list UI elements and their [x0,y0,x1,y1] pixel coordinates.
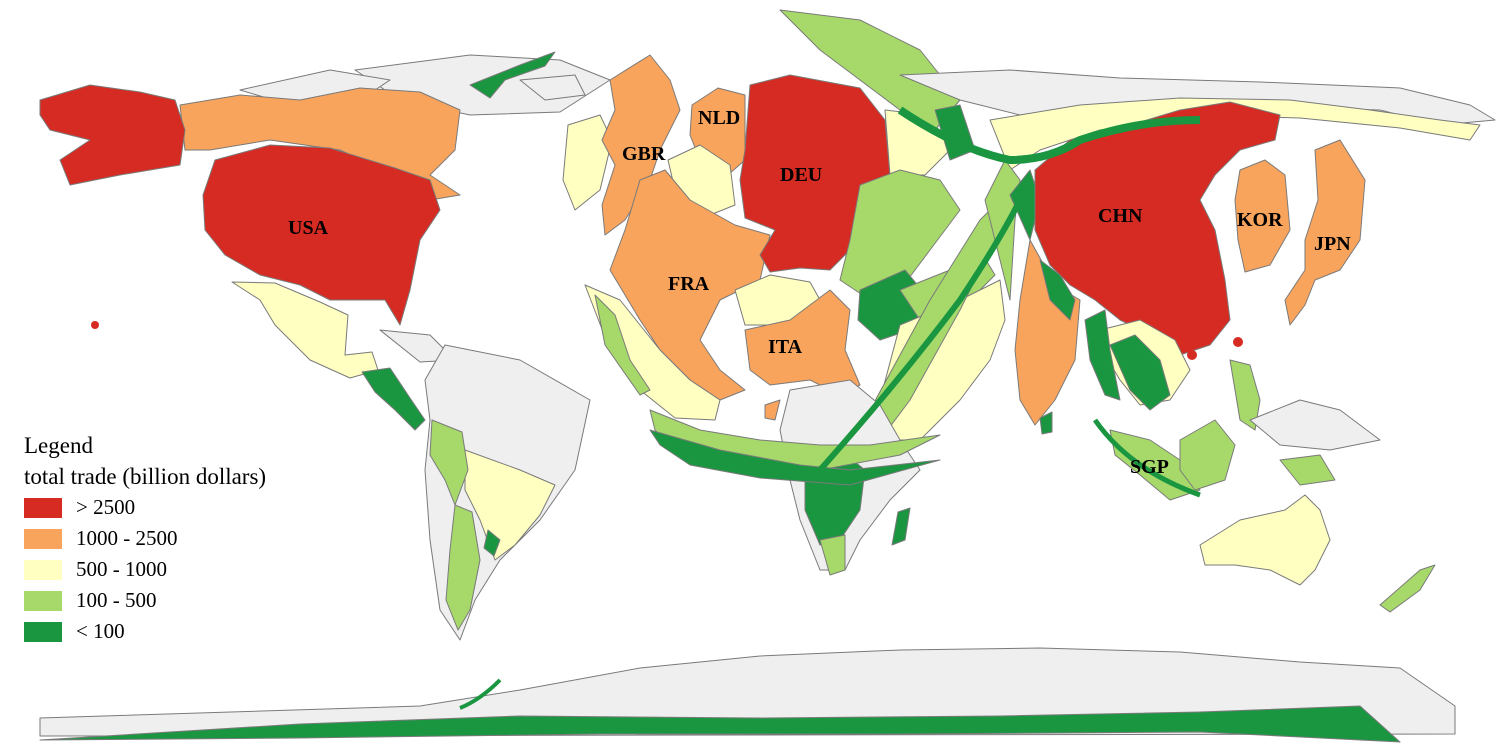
country-ury [483,529,501,557]
label-kor: KOR [1237,209,1283,231]
island-sicily [764,399,781,421]
trade-arc-africa-asia [817,198,1023,472]
country-chl-arg [445,504,481,631]
label-gbr: GBR [622,143,666,165]
country-gbr[interactable] [601,54,681,236]
legend-title: Legend [24,433,93,458]
legend-item: > 2500 [24,492,266,523]
legend-item: 100 - 500 [24,585,266,616]
label-deu: DEU [780,164,822,186]
region-malaysia [1109,429,1201,501]
trade-arc-europe-asia [897,106,1201,165]
trade-arc-south-atlantic [459,678,502,710]
label-sgp: SGP [1130,456,1169,478]
marker-taiwan [1233,337,1243,347]
region-north-africa-green [649,429,941,486]
country-prt [594,294,651,396]
region-indonesia [1279,454,1336,486]
region-southeast-asia-green [1109,334,1171,411]
legend-label: 500 - 1000 [76,557,167,581]
country-irl [562,114,613,211]
country-chn[interactable] [1034,101,1281,356]
country-aus [1199,494,1331,586]
label-usa: USA [288,217,329,239]
legend-swatch [24,497,62,518]
legend-swatch [24,559,62,580]
region-myanmar [1084,309,1121,401]
country-ita[interactable] [744,289,861,396]
legend-swatch [24,590,62,611]
country-kor[interactable] [1234,159,1291,273]
trade-arc-singapore [1092,418,1201,498]
island-sri-lanka [1039,411,1053,435]
region-svalbard [469,51,556,99]
island-madagascar [891,507,911,546]
region-east-europe [839,169,961,301]
country-usa[interactable] [39,84,441,326]
country-deu[interactable] [739,74,891,273]
legend-item: 1000 - 2500 [24,523,266,554]
legend-label: 1000 - 2500 [76,526,178,550]
label-fra: FRA [668,273,710,295]
label-ita: ITA [768,336,803,358]
legend-swatch [24,528,62,549]
country-jpn[interactable] [1284,139,1366,326]
label-chn: CHN [1098,205,1143,227]
region-india-green [1039,259,1076,321]
region-za-yellow [819,534,846,576]
country-isl [519,74,586,101]
country-mex [231,281,379,379]
country-nzl [1379,564,1436,613]
label-jpn: JPN [1314,233,1351,255]
region-russia-yellow [989,97,1481,171]
antarctic-strip [39,705,1401,743]
legend-item: < 100 [24,616,266,647]
legend-label: < 100 [76,619,125,643]
legend-swatch [24,621,62,642]
map-legend: Legend total trade (billion dollars) > 2… [24,430,266,647]
region-central-america [361,367,426,431]
label-nld: NLD [698,107,740,129]
country-fra[interactable] [609,169,771,401]
region-pacific-islands [1249,399,1381,451]
legend-item: 500 - 1000 [24,554,266,585]
marker-hawaii [91,321,99,329]
legend-subtitle: total trade (billion dollars) [24,464,267,489]
legend-label: > 2500 [76,495,136,519]
marker-hongkong [1187,350,1197,360]
legend-label: 100 - 500 [76,588,157,612]
region-philippines [1229,359,1261,431]
region-borneo [1179,419,1236,491]
